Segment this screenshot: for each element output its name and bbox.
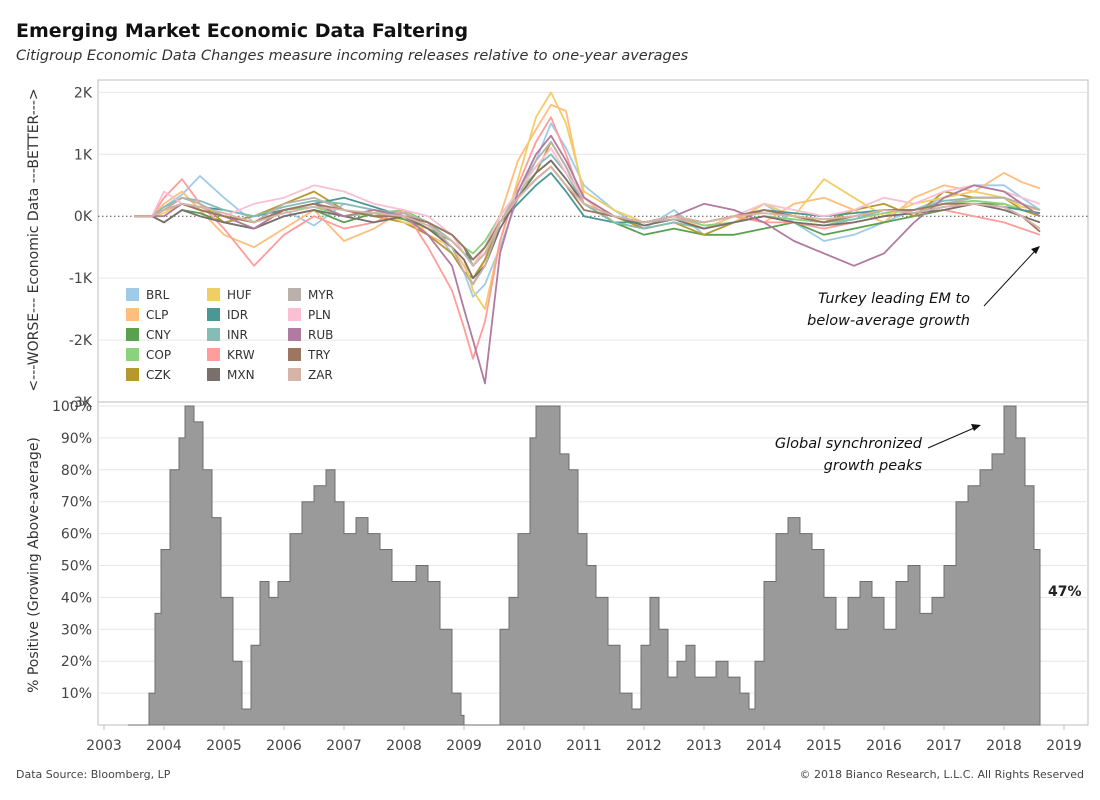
legend-label-zar: ZAR [308,368,333,382]
x-tick-label: 2006 [266,738,302,754]
legend-label-clp: CLP [146,308,168,322]
bottom-y-tick-label: 90% [61,431,92,447]
legend-label-cop: COP [146,348,171,362]
top-y-tick-label: 1K [74,147,93,163]
legend-label-idr: IDR [227,308,248,322]
turkey-annotation-line1: Turkey leading EM to [818,291,970,307]
series-line-mxn [134,159,1041,280]
x-tick-label: 2017 [926,738,962,754]
x-tick-label: 2018 [986,738,1022,754]
series-line-zar [134,165,1041,267]
x-axis: 2003 2004 2005 2006 2007 2008 2009 2010 2011 2012… [86,725,1082,754]
top-y-tick-label: -2K [69,333,93,349]
x-tick-label: 2010 [506,738,542,754]
top-panel: 2K 1K 0K -1K -2K -3K BRL CLP CNY COP CZK HUF IDR INR K… [69,79,1089,411]
bottom-y-tick-label: 60% [61,527,92,543]
legend-label-myr: MYR [308,288,334,302]
legend-swatch-mxn [207,368,220,381]
x-tick-label: 2013 [686,738,722,754]
legend-label-cny: CNY [146,328,171,342]
legend-label-krw: KRW [227,348,255,362]
series-line-clp [134,103,1041,286]
x-tick-label: 2016 [866,738,902,754]
legend-label-try: TRY [307,348,331,362]
series-line-pln [134,147,1041,267]
bottom-y-tick-label: 20% [61,654,92,670]
x-tick-label: 2007 [326,738,362,754]
legend-swatch-rub [288,328,301,341]
bottom-y-tick-label: 30% [61,622,92,638]
x-tick-label: 2011 [566,738,602,754]
legend-label-brl: BRL [146,288,170,302]
last-value-label: 47% [1048,584,1082,600]
data-source: Data Source: Bloomberg, LP [16,768,171,781]
legend-swatch-krw [207,348,220,361]
top-y-tick-label: 0K [74,209,93,225]
x-tick-label: 2009 [446,738,482,754]
legend-swatch-zar [288,368,301,381]
top-y-tick-label: -3K [69,395,93,411]
legend-label-inr: INR [227,328,248,342]
legend-swatch-try [288,348,301,361]
top-y-tick-label: 2K [74,85,93,101]
top-y-tick-label: -1K [69,271,93,287]
legend-label-czk: CZK [146,368,172,382]
bottom-y-tick-label: 100% [52,399,92,415]
series-line-rub [134,134,1041,385]
bottom-y-tick-label: 80% [61,463,92,479]
bottom-y-axis-label: % Positive (Growing Above-average) [26,437,42,693]
legend-swatch-cop [126,348,139,361]
x-tick-label: 2005 [206,738,242,754]
legend-label-huf: HUF [227,288,252,302]
legend-swatch-cny [126,328,139,341]
legend-label-rub: RUB [308,328,333,342]
x-tick-label: 2015 [806,738,842,754]
x-tick-label: 2008 [386,738,422,754]
x-tick-label: 2003 [86,738,122,754]
bottom-y-tick-label: 70% [61,495,92,511]
series-line-myr [134,140,1041,286]
x-tick-label: 2012 [626,738,662,754]
legend-swatch-clp [126,308,139,321]
global-arrow-head [971,424,981,431]
bottom-y-tick-label: 40% [61,590,92,606]
global-annotation-line1: Global synchronized [775,436,923,452]
global-arrow-line [927,427,975,449]
bottom-y-tick-label: 10% [61,686,92,702]
series-line-idr [134,171,1041,267]
legend-swatch-czk [126,368,139,381]
legend-swatch-huf [207,288,220,301]
turkey-arrow-head [1031,246,1040,254]
x-tick-label: 2019 [1046,738,1082,754]
legend-swatch-idr [207,308,220,321]
bottom-panel: 10% 20% 30% 40% 50% 60% 70% 80% 90% 100% [52,399,1089,726]
legend-label-pln: PLN [308,308,331,322]
legend-swatch-brl [126,288,139,301]
global-annotation-line2: growth peaks [824,458,923,474]
copyright: © 2018 Bianco Research, L.L.C. All Right… [799,768,1084,781]
x-tick-label: 2014 [746,738,782,754]
legend-swatch-inr [207,328,220,341]
top-y-axis-label: <---WORSE--- Economic Data ---BETTER---> [26,88,42,391]
chart-title: Emerging Market Economic Data Faltering [16,20,469,42]
chart-subtitle: Citigroup Economic Data Changes measure … [16,48,689,64]
legend-swatch-pln [288,308,301,321]
turkey-annotation-line2: below-average growth [807,313,970,329]
bottom-y-tick-label: 50% [61,559,92,575]
turkey-arrow-line [983,251,1035,307]
percent-positive-area [128,405,1041,726]
legend-swatch-myr [288,288,301,301]
legend-label-mxn: MXN [227,368,255,382]
x-tick-label: 2004 [146,738,182,754]
